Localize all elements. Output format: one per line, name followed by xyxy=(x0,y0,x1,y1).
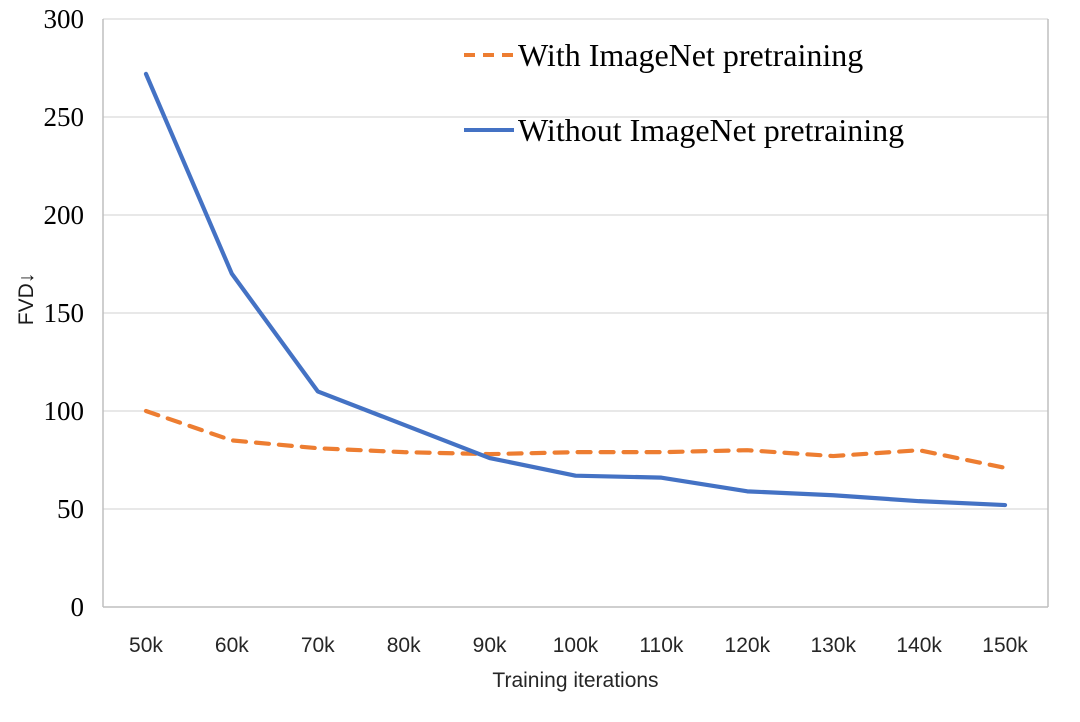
x-tick-label: 150k xyxy=(982,634,1028,657)
x-tick-label: 110k xyxy=(639,634,683,657)
x-tick-label: 80k xyxy=(387,634,421,657)
y-tick-label: 100 xyxy=(44,396,85,426)
y-axis-title: FVD↓ xyxy=(15,272,38,326)
x-tick-label: 130k xyxy=(810,634,856,657)
legend-label: Without ImageNet pretraining xyxy=(518,111,905,148)
dashed-line-icon xyxy=(464,53,514,57)
x-tick-label: 90k xyxy=(473,634,507,657)
y-tick-label: 150 xyxy=(44,298,85,328)
y-tick-label: 300 xyxy=(44,4,85,34)
legend-item: With ImageNet pretraining xyxy=(462,28,904,82)
series-line-without-imagenet-pretraining xyxy=(143,71,1008,508)
x-tick-label: 120k xyxy=(725,634,771,657)
x-tick-label: 60k xyxy=(215,634,249,657)
x-tick-label: 50k xyxy=(129,634,163,657)
series-line-with-imagenet-pretraining xyxy=(143,408,1008,470)
x-tick-label: 140k xyxy=(896,634,942,657)
legend: With ImageNet pretraining Without ImageN… xyxy=(462,28,904,178)
x-tick-label: 70k xyxy=(301,634,335,657)
y-tick-label: 50 xyxy=(57,494,84,524)
x-axis-title: Training iterations xyxy=(492,669,659,692)
legend-item: Without ImageNet pretraining xyxy=(462,103,904,157)
y-tick-label: 250 xyxy=(44,102,85,132)
x-tick-label: 100k xyxy=(553,634,599,657)
legend-label: With ImageNet pretraining xyxy=(518,36,864,73)
y-tick-label: 0 xyxy=(71,592,85,622)
solid-line-icon xyxy=(464,128,514,132)
y-tick-label: 200 xyxy=(44,200,85,230)
